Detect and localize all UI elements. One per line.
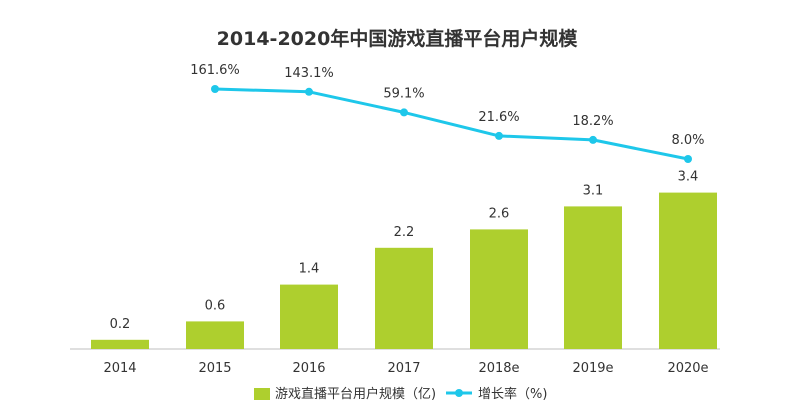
growth-label-2020e: 8.0% (671, 133, 704, 148)
growth-point-2016 (305, 87, 313, 96)
growth-rate-line (214, 87, 689, 161)
chart-title: 2014-2020年中国游戏直播平台用户规模 (216, 28, 578, 50)
growth-label-2015: 161.6% (190, 63, 240, 78)
bar-value-label-2020e: 3.4 (678, 170, 699, 185)
labels-layer: 0.2 2014 0.6 2015 1.4 2016 2.2 2017 2.6 2018e 3.1 2… (103, 63, 708, 376)
bar-value-label-2016: 1.4 (299, 262, 320, 277)
growth-point-2017 (400, 108, 408, 117)
bar-2019e (564, 206, 622, 349)
bar-2020e (659, 192, 717, 349)
legend: 游戏直播平台用户规模（亿) 增长率（%) (254, 386, 547, 402)
bar-2014 (91, 339, 149, 349)
category-label-2018e: 2018e (478, 361, 519, 376)
line-layer (211, 85, 692, 163)
bar-value-label-2015: 0.6 (205, 298, 226, 313)
legend-line-marker (455, 389, 463, 397)
bars-layer (91, 192, 717, 349)
growth-point-2019e (589, 135, 597, 144)
category-label-2016: 2016 (292, 361, 325, 376)
category-label-2014: 2014 (103, 361, 136, 376)
growth-label-2019e: 18.2% (572, 114, 613, 129)
bar-value-label-2019e: 3.1 (583, 183, 604, 198)
bar-2018e (470, 229, 528, 349)
legend-line-label: 增长率（%) (478, 386, 547, 402)
bar-value-label-2014: 0.2 (110, 317, 131, 332)
growth-label-2017: 59.1% (383, 86, 424, 101)
category-label-2017: 2017 (387, 361, 420, 376)
bar-value-label-2018e: 2.6 (489, 206, 510, 221)
bar-value-label-2017: 2.2 (394, 225, 415, 240)
legend-bar-swatch (254, 388, 270, 400)
growth-label-2016: 143.1% (284, 66, 334, 81)
category-label-2015: 2015 (198, 361, 231, 376)
growth-label-2018e: 21.6% (478, 110, 519, 125)
growth-point-2018e (495, 131, 503, 140)
bar-2017 (375, 247, 433, 349)
bar-2016 (280, 284, 338, 349)
bar-2015 (186, 321, 244, 349)
category-label-2019e: 2019e (572, 361, 613, 376)
category-label-2020e: 2020e (667, 361, 708, 376)
growth-point-2015 (211, 85, 219, 93)
growth-point-2020e (684, 155, 692, 163)
legend-bar-label: 游戏直播平台用户规模（亿) (275, 386, 436, 402)
